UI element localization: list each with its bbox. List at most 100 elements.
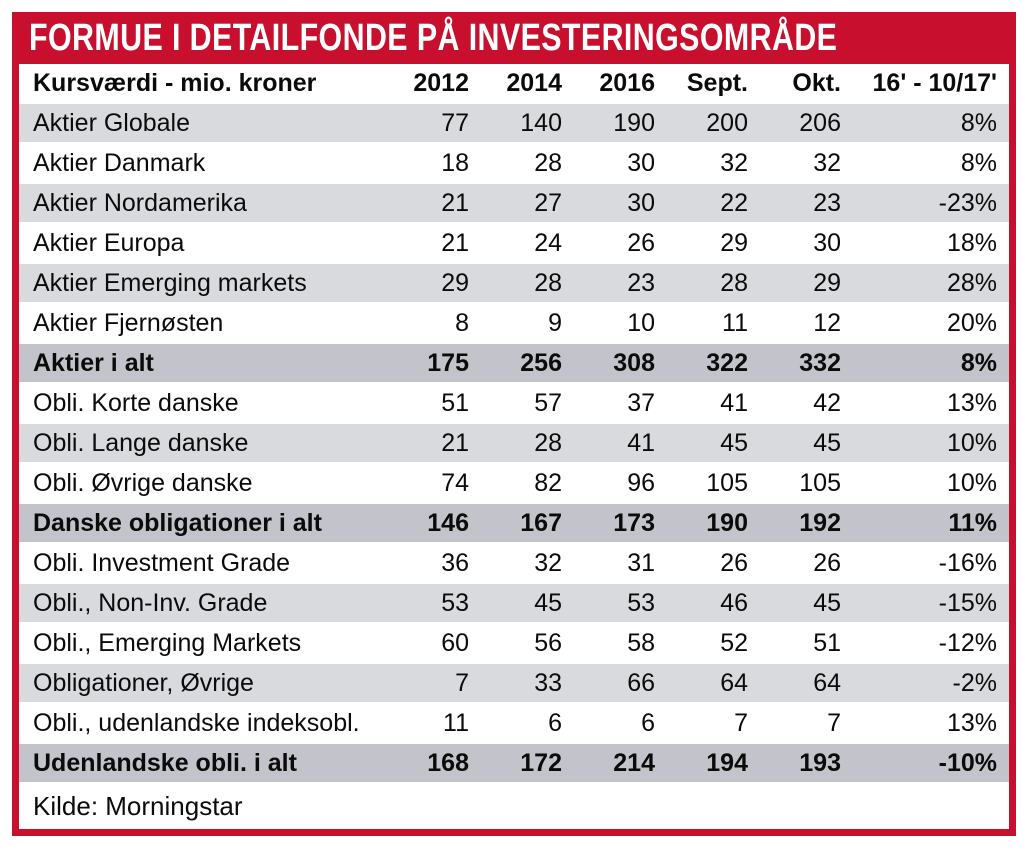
header-row: Kursværdi - mio. kroner 2012 2014 2016 Sept.… [19, 64, 1009, 104]
cell-value: 57 [477, 384, 570, 424]
row-label: Danske obligationer i alt [19, 504, 384, 544]
cell-value: 26 [663, 544, 756, 584]
table-row: Danske obligationer i alt 146 167 173 190 192… [19, 504, 1009, 544]
cell-value: 23 [570, 264, 663, 304]
cell-value: 308 [570, 344, 663, 384]
table-row: Udenlandske obli. i alt 168 172 214 194 193 -1… [19, 744, 1009, 784]
column-header: Sept. [663, 64, 756, 104]
table-row: Aktier Danmark 18 28 30 32 32 8% [19, 144, 1009, 184]
cell-value: 206 [756, 104, 849, 144]
table-row: Obli. Investment Grade 36 32 31 26 26 -16% [19, 544, 1009, 584]
cell-value: 172 [477, 744, 570, 784]
cell-value: 168 [384, 744, 477, 784]
cell-value: 30 [570, 144, 663, 184]
cell-value: 32 [663, 144, 756, 184]
cell-value: 194 [663, 744, 756, 784]
column-header: Okt. [756, 64, 849, 104]
cell-value: 24 [477, 224, 570, 264]
cell-value: 51 [384, 384, 477, 424]
cell-value: 7 [663, 704, 756, 744]
column-header: 2014 [477, 64, 570, 104]
cell-change-pct: 28% [849, 264, 1009, 304]
cell-change-pct: 20% [849, 304, 1009, 344]
cell-value: 33 [477, 664, 570, 704]
cell-change-pct: 8% [849, 344, 1009, 384]
cell-value: 9 [477, 304, 570, 344]
page-title: FORMUE I DETAILFONDE PÅ INVESTERINGSOMRÅ… [29, 17, 838, 59]
cell-value: 175 [384, 344, 477, 384]
cell-value: 192 [756, 504, 849, 544]
cell-value: 27 [477, 184, 570, 224]
cell-value: 256 [477, 344, 570, 384]
cell-value: 53 [570, 584, 663, 624]
cell-value: 167 [477, 504, 570, 544]
cell-change-pct: 13% [849, 384, 1009, 424]
cell-value: 64 [663, 664, 756, 704]
cell-value: 82 [477, 464, 570, 504]
table-row: Aktier Nordamerika 21 27 30 22 23 -23% [19, 184, 1009, 224]
cell-value: 214 [570, 744, 663, 784]
cell-value: 41 [570, 424, 663, 464]
cell-value: 322 [663, 344, 756, 384]
cell-value: 45 [477, 584, 570, 624]
cell-value: 45 [756, 424, 849, 464]
row-label: Obligationer, Øvrige [19, 664, 384, 704]
cell-value: 26 [756, 544, 849, 584]
row-label: Obli., Non-Inv. Grade [19, 584, 384, 624]
cell-value: 11 [663, 304, 756, 344]
cell-change-pct: 8% [849, 104, 1009, 144]
cell-value: 64 [756, 664, 849, 704]
column-header: 2012 [384, 64, 477, 104]
cell-value: 105 [756, 464, 849, 504]
column-header: 2016 [570, 64, 663, 104]
row-label: Obli., udenlandske indeksobl. [19, 704, 384, 744]
table-body: Aktier Globale 77 140 190 200 206 8% Aktier Dan… [19, 104, 1009, 784]
cell-value: 140 [477, 104, 570, 144]
row-label: Aktier Globale [19, 104, 384, 144]
table-row: Obli. Lange danske 21 28 41 45 45 10% [19, 424, 1009, 464]
column-header: 16' - 10/17' [849, 64, 1009, 104]
cell-value: 53 [384, 584, 477, 624]
cell-value: 60 [384, 624, 477, 664]
row-label: Aktier Fjernøsten [19, 304, 384, 344]
cell-value: 45 [663, 424, 756, 464]
cell-change-pct: 8% [849, 144, 1009, 184]
cell-value: 66 [570, 664, 663, 704]
cell-value: 7 [384, 664, 477, 704]
cell-value: 51 [756, 624, 849, 664]
cell-value: 22 [663, 184, 756, 224]
cell-value: 28 [477, 264, 570, 304]
cell-value: 32 [477, 544, 570, 584]
cell-value: 77 [384, 104, 477, 144]
cell-value: 28 [477, 144, 570, 184]
table-row: Obli., Emerging Markets 60 56 58 52 51 -12% [19, 624, 1009, 664]
row-label: Aktier i alt [19, 344, 384, 384]
cell-value: 41 [663, 384, 756, 424]
cell-change-pct: -10% [849, 744, 1009, 784]
data-table: Kursværdi - mio. kroner 2012 2014 2016 Sept.… [19, 64, 1009, 784]
cell-change-pct: -15% [849, 584, 1009, 624]
row-label: Aktier Nordamerika [19, 184, 384, 224]
cell-value: 12 [756, 304, 849, 344]
cell-value: 105 [663, 464, 756, 504]
table-row: Aktier i alt 175 256 308 322 332 8% [19, 344, 1009, 384]
cell-change-pct: -2% [849, 664, 1009, 704]
cell-value: 332 [756, 344, 849, 384]
column-header-label: Kursværdi - mio. kroner [19, 64, 384, 104]
cell-value: 29 [756, 264, 849, 304]
table-row: Aktier Emerging markets 29 28 23 28 29 28% [19, 264, 1009, 304]
cell-value: 42 [756, 384, 849, 424]
cell-value: 96 [570, 464, 663, 504]
cell-value: 37 [570, 384, 663, 424]
cell-value: 74 [384, 464, 477, 504]
cell-value: 200 [663, 104, 756, 144]
cell-value: 7 [756, 704, 849, 744]
cell-change-pct: 10% [849, 424, 1009, 464]
row-label: Obli. Øvrige danske [19, 464, 384, 504]
cell-value: 193 [756, 744, 849, 784]
cell-change-pct: -12% [849, 624, 1009, 664]
cell-value: 28 [477, 424, 570, 464]
cell-value: 36 [384, 544, 477, 584]
cell-change-pct: -16% [849, 544, 1009, 584]
cell-value: 30 [570, 184, 663, 224]
